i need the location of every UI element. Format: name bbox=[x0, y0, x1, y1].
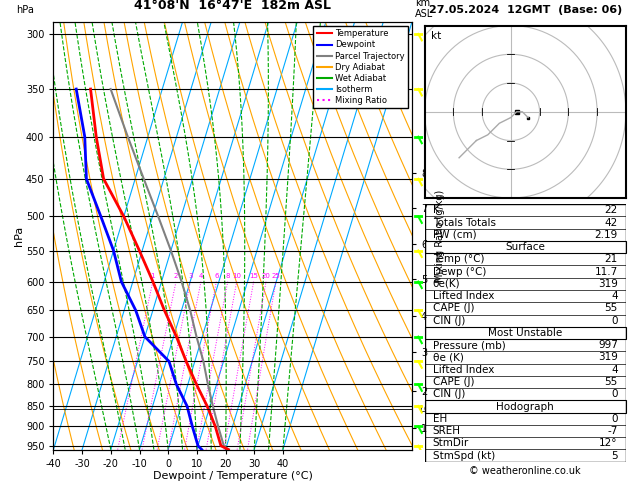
Text: 41°08'N  16°47'E  182m ASL: 41°08'N 16°47'E 182m ASL bbox=[134, 0, 331, 12]
Text: 0: 0 bbox=[611, 389, 618, 399]
Text: Hodograph: Hodograph bbox=[496, 401, 554, 412]
Text: 15: 15 bbox=[249, 274, 258, 279]
Text: -7: -7 bbox=[608, 426, 618, 436]
Text: km
ASL: km ASL bbox=[415, 0, 433, 19]
Text: θe (K): θe (K) bbox=[433, 352, 464, 363]
Text: 22: 22 bbox=[604, 205, 618, 215]
Text: CIN (J): CIN (J) bbox=[433, 389, 465, 399]
Text: Dewp (°C): Dewp (°C) bbox=[433, 267, 486, 277]
Text: StmSpd (kt): StmSpd (kt) bbox=[433, 451, 495, 461]
Text: 997: 997 bbox=[598, 340, 618, 350]
Text: CAPE (J): CAPE (J) bbox=[433, 377, 474, 387]
Text: 11.7: 11.7 bbox=[594, 267, 618, 277]
Text: θe(K): θe(K) bbox=[433, 279, 460, 289]
Bar bbox=[425, 241, 626, 253]
Text: 55: 55 bbox=[604, 303, 618, 313]
Text: 10: 10 bbox=[232, 274, 242, 279]
Text: Totals Totals: Totals Totals bbox=[433, 218, 496, 227]
Text: StmDir: StmDir bbox=[433, 438, 469, 448]
Text: 1: 1 bbox=[150, 274, 155, 279]
Text: PW (cm): PW (cm) bbox=[433, 230, 476, 240]
Text: © weatheronline.co.uk: © weatheronline.co.uk bbox=[469, 466, 581, 476]
Text: 8: 8 bbox=[225, 274, 230, 279]
Text: CAPE (J): CAPE (J) bbox=[433, 303, 474, 313]
Text: Temp (°C): Temp (°C) bbox=[433, 254, 484, 264]
Text: 21: 21 bbox=[604, 254, 618, 264]
Text: CIN (J): CIN (J) bbox=[433, 315, 465, 326]
Text: 4: 4 bbox=[611, 291, 618, 301]
Legend: Temperature, Dewpoint, Parcel Trajectory, Dry Adiabat, Wet Adiabat, Isotherm, Mi: Temperature, Dewpoint, Parcel Trajectory… bbox=[313, 26, 408, 108]
Text: EH: EH bbox=[433, 414, 447, 424]
Text: Lifted Index: Lifted Index bbox=[433, 364, 494, 375]
Text: Lifted Index: Lifted Index bbox=[433, 291, 494, 301]
Text: hPa: hPa bbox=[16, 4, 33, 15]
Text: 12°: 12° bbox=[599, 438, 618, 448]
Text: 42: 42 bbox=[604, 218, 618, 227]
Text: 319: 319 bbox=[598, 279, 618, 289]
Bar bbox=[425, 327, 626, 339]
Text: 319: 319 bbox=[598, 352, 618, 363]
Text: Surface: Surface bbox=[505, 242, 545, 252]
Text: 6: 6 bbox=[214, 274, 219, 279]
Text: 4: 4 bbox=[611, 364, 618, 375]
Text: 20: 20 bbox=[262, 274, 270, 279]
Text: 2.19: 2.19 bbox=[594, 230, 618, 240]
Text: 5: 5 bbox=[611, 451, 618, 461]
Text: 0: 0 bbox=[611, 315, 618, 326]
Text: Pressure (mb): Pressure (mb) bbox=[433, 340, 505, 350]
Text: SREH: SREH bbox=[433, 426, 460, 436]
Text: 55: 55 bbox=[604, 377, 618, 387]
Text: 2: 2 bbox=[174, 274, 178, 279]
Bar bbox=[425, 400, 626, 413]
Text: K: K bbox=[433, 205, 440, 215]
Text: 0: 0 bbox=[611, 414, 618, 424]
Text: 27.05.2024  12GMT  (Base: 06): 27.05.2024 12GMT (Base: 06) bbox=[428, 5, 622, 15]
Y-axis label: hPa: hPa bbox=[14, 226, 25, 246]
Text: LCL: LCL bbox=[419, 405, 435, 414]
X-axis label: Dewpoint / Temperature (°C): Dewpoint / Temperature (°C) bbox=[153, 471, 313, 481]
Text: 3: 3 bbox=[188, 274, 192, 279]
Text: Most Unstable: Most Unstable bbox=[488, 328, 562, 338]
Text: Mixing Ratio (g/kg): Mixing Ratio (g/kg) bbox=[435, 190, 445, 282]
Text: kt: kt bbox=[431, 31, 441, 41]
Text: 25: 25 bbox=[272, 274, 281, 279]
Text: 4: 4 bbox=[199, 274, 203, 279]
